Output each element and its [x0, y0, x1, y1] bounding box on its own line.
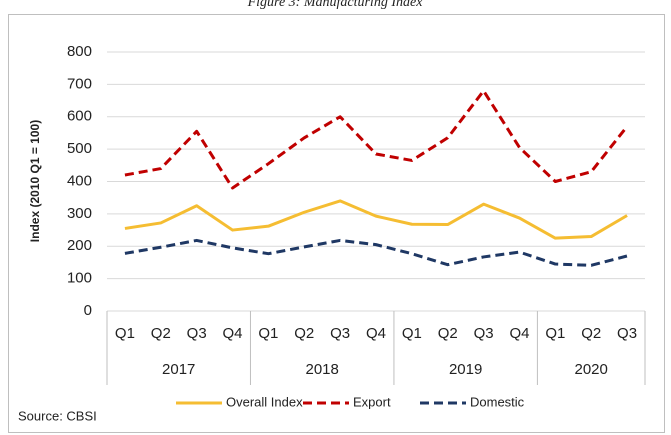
legend-label: Domestic: [470, 394, 525, 409]
y-tick-label: 0: [84, 302, 92, 319]
x-tick-label: Q1: [545, 325, 565, 342]
x-tick-label: Q4: [223, 325, 243, 342]
x-tick-label: Q3: [330, 325, 350, 342]
x-tick-label: Q3: [617, 325, 637, 342]
x-tick-label: Q1: [115, 325, 135, 342]
x-tick-label: Q2: [581, 325, 601, 342]
x-tick-label: Q3: [187, 325, 207, 342]
chart-title: Figure 3: Manufacturing Index: [247, 0, 424, 10]
group-label: 2018: [306, 361, 339, 378]
group-label: 2017: [162, 361, 195, 378]
x-tick-label: Q1: [402, 325, 422, 342]
y-tick-label: 100: [67, 270, 92, 287]
group-label: 2019: [449, 361, 482, 378]
series-line: [124, 238, 628, 267]
legend-label: Export: [353, 394, 391, 409]
legend-label: Overall Index: [226, 394, 303, 409]
x-tick-label: Q3: [474, 325, 494, 342]
y-tick-label: 500: [67, 140, 92, 157]
y-tick-label: 300: [67, 205, 92, 222]
source-note: Source: CBSI: [18, 408, 97, 423]
x-tick-label: Q1: [258, 325, 278, 342]
y-tick-label: 400: [67, 172, 92, 189]
y-tick-label: 600: [67, 108, 92, 125]
x-tick-label: Q2: [151, 325, 171, 342]
y-axis-label: Index (2010 Q1 = 100): [28, 120, 42, 242]
series-line: [124, 89, 629, 190]
y-tick-label: 200: [67, 237, 92, 254]
x-tick-label: Q4: [509, 325, 529, 342]
group-label: 2020: [575, 361, 608, 378]
x-tick-label: Q2: [438, 325, 458, 342]
x-tick-label: Q2: [294, 325, 314, 342]
y-tick-label: 700: [67, 75, 92, 92]
series-line: [124, 199, 628, 240]
y-tick-label: 800: [67, 43, 92, 60]
x-tick-label: Q4: [366, 325, 386, 342]
